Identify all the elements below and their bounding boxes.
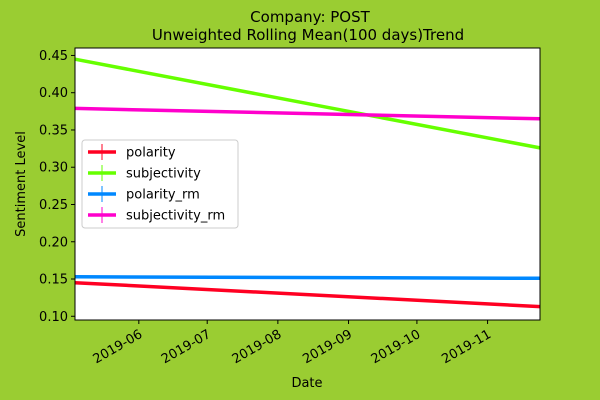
series-layer [74,57,541,309]
y-tick-label: 0.20 [39,235,68,250]
y-tick-label: 0.10 [39,310,68,325]
series-line-polarity-rm [74,275,541,281]
x-axis-label: Date [291,376,322,391]
y-tick-label: 0.45 [39,49,68,64]
y-tick-label: 0.40 [39,86,68,101]
y-tick-label: 0.35 [39,123,68,138]
legend-label-subjectivity-rm: subjectivity_rm [126,209,225,224]
legend-box [81,139,239,229]
series-line-subjectivity [74,57,541,150]
series-line-polarity [74,280,541,309]
y-tick-label: 0.15 [39,273,68,288]
chart-subtitle: Unweighted Rolling Mean(100 days)Trend [152,26,464,44]
y-tick-label: 0.30 [39,161,68,176]
series-line-subjectivity-rm [74,106,541,121]
legend-label-polarity: polarity [126,146,176,161]
chart-title: Company: POST [250,8,370,26]
y-axis-label: Sentiment Level [14,131,29,237]
y-tick-label: 0.25 [39,198,68,213]
legend-label-polarity-rm: polarity_rm [126,188,200,203]
legend-label-subjectivity: subjectivity [126,167,201,182]
plot-frame [74,47,541,321]
legend: polarity subjectivity polarity_rm subjectiv… [81,139,239,229]
